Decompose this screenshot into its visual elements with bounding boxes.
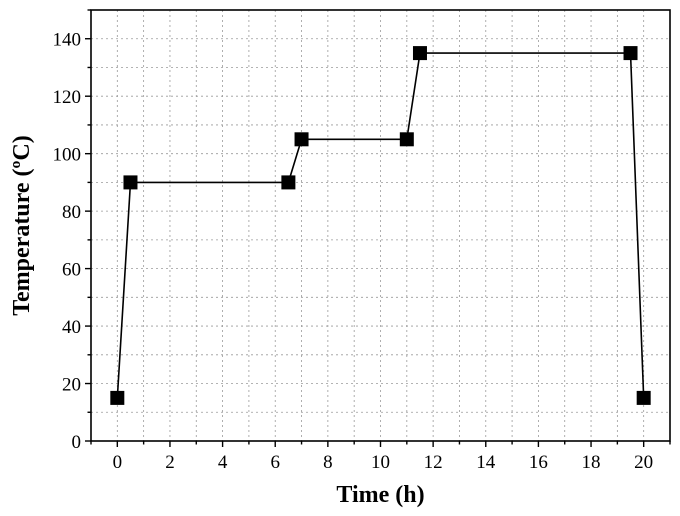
y-tick-label: 80 (62, 202, 81, 223)
x-tick-label: 20 (634, 452, 653, 473)
ticks (85, 9, 671, 447)
x-tick-label: 0 (113, 452, 123, 473)
data-point-marker (123, 175, 138, 190)
data-point-marker (623, 46, 638, 61)
y-tick-label: 140 (53, 30, 82, 51)
y-axis-title: Temperature (ºC) (9, 135, 35, 316)
tick-labels: 0 2 4 6 8 10 12 14 16 18 20 0 20 40 60 80 100 120 140 (53, 30, 654, 473)
data-point-marker (412, 46, 427, 61)
grid (91, 10, 670, 441)
data-point-marker (110, 390, 125, 405)
y-tick-label: 0 (72, 432, 82, 453)
y-tick-label: 40 (62, 317, 81, 338)
y-tick-label: 120 (53, 87, 82, 108)
x-tick-label: 14 (476, 452, 496, 473)
x-tick-label: 8 (323, 452, 333, 473)
data-point-marker (281, 175, 296, 190)
data-point-marker (399, 132, 414, 147)
x-axis-title: Time (h) (336, 482, 424, 508)
data-point-marker (294, 132, 309, 147)
x-tick-label: 2 (165, 452, 175, 473)
data-point-marker (636, 390, 651, 405)
x-tick-label: 4 (218, 452, 228, 473)
x-tick-label: 18 (582, 452, 601, 473)
x-tick-label: 10 (371, 452, 390, 473)
x-tick-label: 12 (424, 452, 443, 473)
x-tick-label: 16 (529, 452, 548, 473)
y-tick-label: 60 (62, 260, 81, 281)
series-line (116, 52, 645, 398)
series-layer (110, 46, 651, 405)
y-tick-label: 20 (62, 375, 81, 396)
x-tick-label: 6 (270, 452, 280, 473)
y-tick-label: 100 (53, 145, 82, 166)
